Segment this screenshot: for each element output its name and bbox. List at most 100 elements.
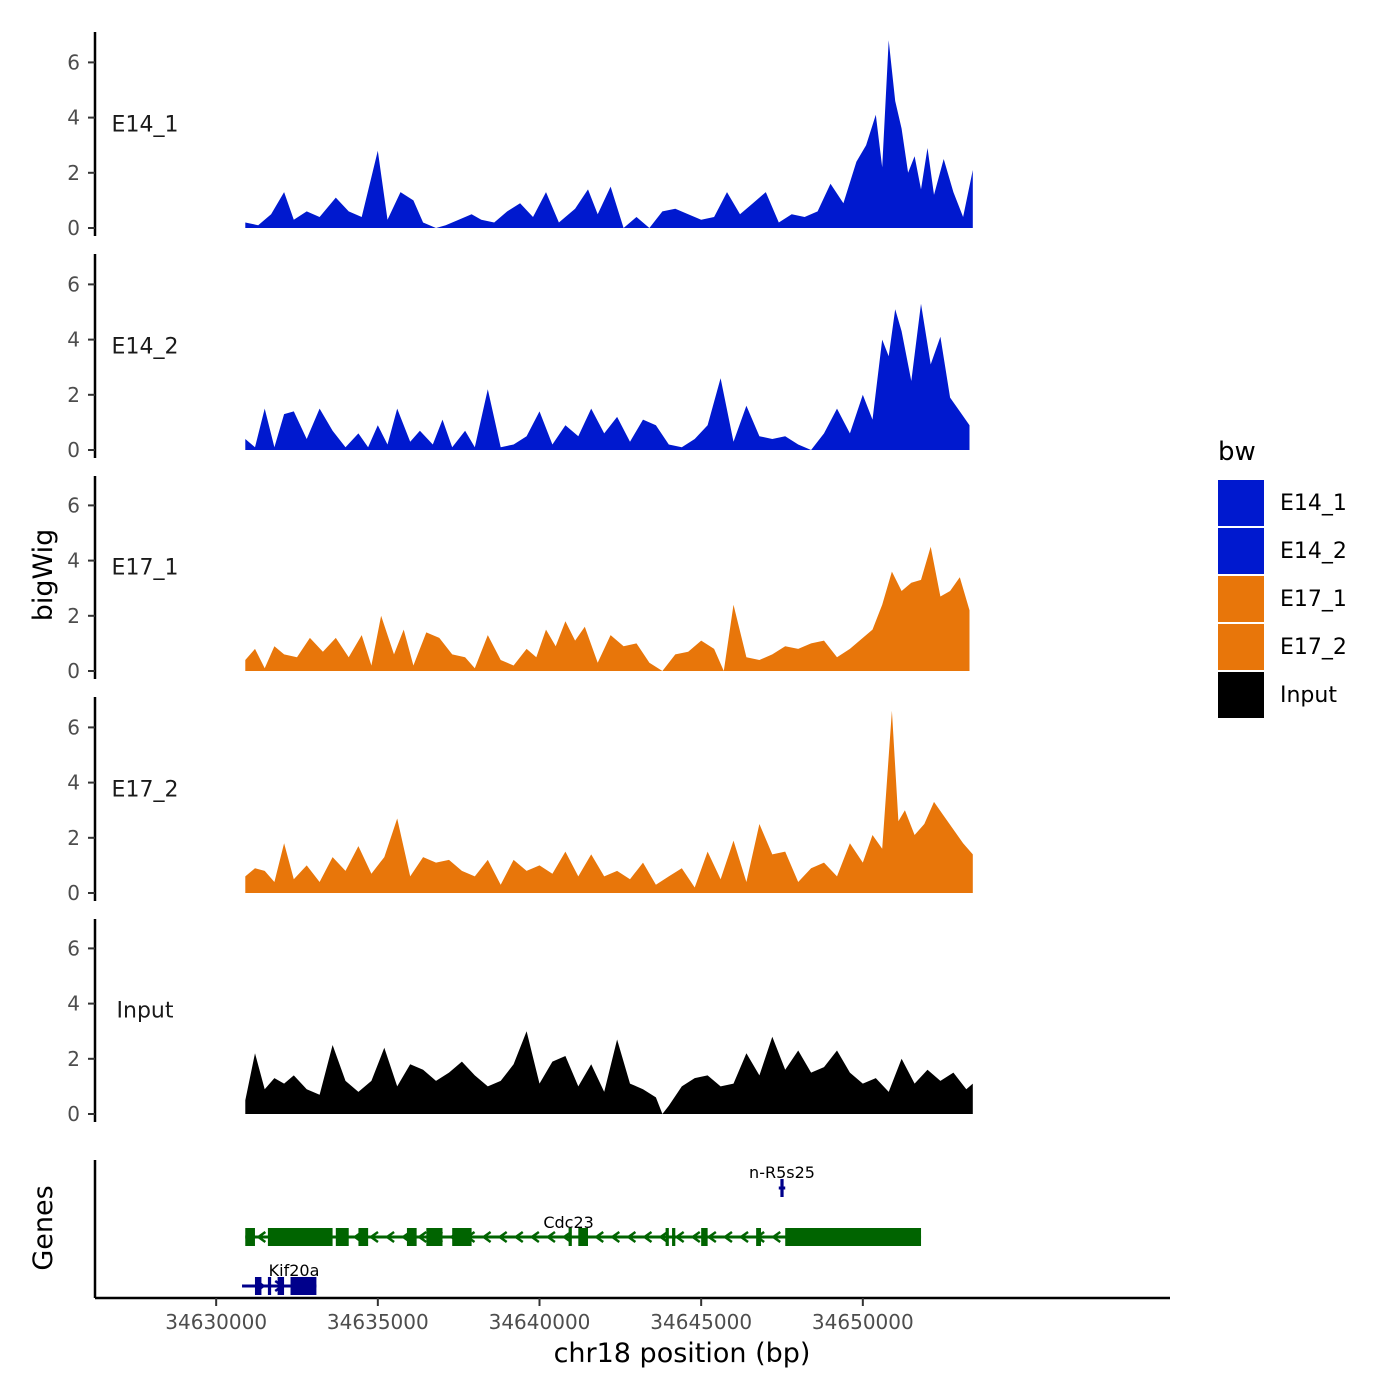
y-tick-label: 6 bbox=[67, 493, 80, 517]
gene-exon bbox=[267, 1228, 333, 1246]
y-tick-label: 2 bbox=[67, 383, 80, 407]
legend-item-e17-1: E17_1 bbox=[1218, 576, 1347, 622]
strand-arrow bbox=[497, 1230, 508, 1244]
signal-area-e14-1 bbox=[245, 40, 973, 228]
gene-kif20a: Kif20a bbox=[242, 1261, 319, 1295]
gene-label: n-R5s25 bbox=[749, 1163, 815, 1182]
gene-n-r5s25: n-R5s25 bbox=[749, 1163, 815, 1197]
gene-exon bbox=[665, 1228, 669, 1246]
x-axis: 34630000 34635000 34640000 34645000 34650000 bbox=[95, 1296, 1170, 1334]
strand-arrow bbox=[674, 1230, 685, 1244]
track-label: Input bbox=[117, 998, 174, 1023]
gene-exon bbox=[780, 1179, 784, 1197]
y-tick-label: 2 bbox=[67, 1047, 80, 1071]
y-tick-label: 6 bbox=[67, 50, 80, 74]
y-tick-label: 6 bbox=[67, 715, 80, 739]
legend-item-input: Input bbox=[1218, 672, 1337, 718]
y-tick-label: 4 bbox=[67, 328, 80, 352]
legend-swatch bbox=[1218, 624, 1264, 670]
genes-panel: n-R5s25 Cdc23 Kif20a bbox=[93, 1160, 922, 1298]
legend-swatch bbox=[1218, 576, 1264, 622]
strand-arrow bbox=[658, 1230, 669, 1244]
y-axis-title: bigWig bbox=[28, 529, 59, 622]
gene-exon bbox=[358, 1228, 369, 1246]
legend-label: E14_1 bbox=[1280, 491, 1347, 516]
strand-arrow bbox=[529, 1230, 540, 1244]
gene-exon bbox=[267, 1277, 272, 1295]
y-tick-label: 0 bbox=[67, 881, 80, 905]
track-e17-1: 0 2 4 6 E17_1 bbox=[67, 476, 970, 683]
x-axis-title: chr18 position (bp) bbox=[554, 1338, 811, 1369]
x-tick-label: 34650000 bbox=[812, 1310, 914, 1334]
track-e14-1: 0 2 4 6 E14_1 bbox=[67, 32, 973, 240]
gene-exon bbox=[254, 1277, 262, 1295]
strand-arrow bbox=[481, 1230, 492, 1244]
gene-label: Cdc23 bbox=[543, 1213, 593, 1232]
strand-arrow bbox=[417, 1230, 427, 1244]
gene-exon bbox=[245, 1228, 255, 1246]
strand-arrow bbox=[513, 1230, 524, 1244]
y-tick-label: 0 bbox=[67, 438, 80, 462]
legend-swatch bbox=[1218, 528, 1264, 574]
y-tick-label: 0 bbox=[67, 216, 80, 240]
gene-exon bbox=[785, 1228, 922, 1246]
gene-exon bbox=[568, 1228, 572, 1246]
genes-axis-title: Genes bbox=[28, 1185, 59, 1270]
track-e17-2: 0 2 4 6 E17_2 bbox=[67, 697, 973, 905]
y-tick-label: 6 bbox=[67, 272, 80, 296]
signal-area-input bbox=[245, 1031, 973, 1114]
legend-item-e17-2: E17_2 bbox=[1218, 624, 1347, 670]
gene-label: Kif20a bbox=[269, 1261, 320, 1280]
track-label: E14_2 bbox=[112, 334, 179, 359]
gene-cdc23: Cdc23 bbox=[245, 1213, 922, 1246]
gene-exon bbox=[406, 1228, 417, 1246]
y-tick-label: 4 bbox=[67, 771, 80, 795]
y-tick-label: 2 bbox=[67, 826, 80, 850]
y-tick-label: 6 bbox=[67, 936, 80, 960]
gene-exon bbox=[578, 1228, 588, 1246]
strand-arrow bbox=[706, 1230, 717, 1244]
y-tick-label: 4 bbox=[67, 106, 80, 130]
legend-label: E17_2 bbox=[1280, 635, 1347, 660]
legend: bw E14_1 E14_2 E17_1 E17_2 Input bbox=[1218, 437, 1347, 718]
strand-arrow bbox=[722, 1230, 733, 1244]
legend-label: Input bbox=[1280, 683, 1337, 708]
legend-item-e14-2: E14_2 bbox=[1218, 528, 1347, 574]
strand-arrow bbox=[626, 1230, 637, 1244]
strand-arrow bbox=[368, 1230, 379, 1244]
x-tick-label: 34635000 bbox=[327, 1310, 429, 1334]
track-label: E14_1 bbox=[112, 112, 179, 137]
gene-exon bbox=[426, 1228, 443, 1246]
gene-exon bbox=[756, 1228, 761, 1246]
gene-exon bbox=[290, 1277, 317, 1295]
strand-arrow bbox=[594, 1230, 604, 1244]
gene-exon bbox=[701, 1228, 708, 1246]
strand-arrow bbox=[771, 1230, 781, 1244]
legend-swatch bbox=[1218, 480, 1264, 526]
strand-arrow bbox=[738, 1230, 749, 1244]
gene-exon bbox=[672, 1228, 676, 1246]
track-e14-2: 0 2 4 6 E14_2 bbox=[67, 254, 970, 462]
signal-area-e17-1 bbox=[245, 546, 970, 671]
strand-arrow bbox=[256, 1230, 267, 1244]
legend-label: E17_1 bbox=[1280, 587, 1347, 612]
y-tick-label: 0 bbox=[67, 1102, 80, 1126]
signal-area-e14-2 bbox=[245, 303, 970, 450]
gene-exon bbox=[335, 1228, 349, 1246]
legend-swatch bbox=[1218, 672, 1264, 718]
x-tick-label: 34645000 bbox=[650, 1310, 752, 1334]
bigwig-tracks: 0 2 4 6 E14_1 0 2 4 6 E14_2 0 2 4 6 E17_1 0 2 4 6 E17_2 0 2 4 6… bbox=[67, 32, 973, 1126]
track-label: E17_2 bbox=[112, 777, 179, 802]
strand-arrow bbox=[384, 1230, 395, 1244]
y-tick-label: 4 bbox=[67, 992, 80, 1016]
x-tick-label: 34630000 bbox=[165, 1310, 267, 1334]
gene-exon bbox=[277, 1277, 285, 1295]
strand-arrow bbox=[610, 1230, 621, 1244]
signal-area-e17-2 bbox=[245, 710, 973, 893]
legend-title: bw bbox=[1218, 437, 1256, 467]
strand-arrow bbox=[545, 1230, 556, 1244]
y-tick-label: 2 bbox=[67, 604, 80, 628]
track-input: 0 2 4 6 Input bbox=[67, 919, 973, 1126]
gene-exon bbox=[452, 1228, 472, 1246]
